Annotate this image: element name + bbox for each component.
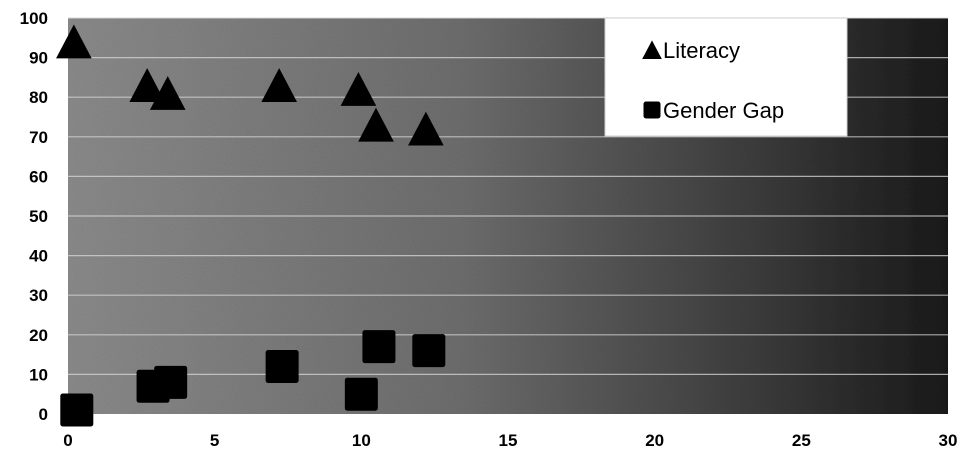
literacy-point [340, 72, 377, 106]
literacy-point [261, 68, 298, 102]
gender-gap-point [362, 330, 396, 364]
literacy-point [358, 107, 394, 142]
literacy-point [149, 76, 186, 110]
legend-square-icon [643, 101, 661, 119]
x-tick-label: 5 [210, 431, 219, 450]
y-tick-label: 70 [29, 128, 48, 147]
y-tick-label: 20 [29, 326, 48, 345]
legend-label: Literacy [663, 38, 740, 63]
x-tick-label: 25 [792, 431, 811, 450]
y-tick-label: 90 [29, 49, 48, 68]
gender-gap-point [344, 377, 378, 411]
legend-triangle-icon [642, 40, 662, 60]
y-tick-label: 60 [29, 167, 48, 186]
gender-gap-point [154, 365, 188, 399]
legend-label: Gender Gap [663, 98, 784, 123]
y-tick-label: 80 [29, 88, 48, 107]
literacy-point [56, 24, 92, 59]
gender-gap-point [265, 349, 299, 383]
y-tick-label: 30 [29, 286, 48, 305]
y-tick-label: 50 [29, 207, 48, 226]
x-axis-tick-labels: 0 5 10 15 20 25 30 [63, 431, 957, 450]
x-tick-label: 15 [499, 431, 518, 450]
x-tick-label: 0 [63, 431, 72, 450]
data-points [56, 24, 446, 427]
y-axis-tick-labels: 0 10 20 30 40 50 60 70 80 90 100 [20, 9, 48, 424]
gender-gap-point [60, 393, 94, 427]
literacy-point [129, 68, 166, 102]
gender-gap-point [412, 334, 446, 368]
x-tick-label: 20 [645, 431, 664, 450]
x-tick-label: 30 [939, 431, 958, 450]
legend: Literacy Gender Gap [604, 17, 848, 137]
y-tick-label: 0 [39, 405, 48, 424]
y-tick-label: 100 [20, 9, 48, 28]
literacy-point [408, 111, 444, 146]
y-tick-label: 40 [29, 247, 48, 266]
x-tick-label: 10 [352, 431, 371, 450]
y-tick-label: 10 [29, 365, 48, 384]
